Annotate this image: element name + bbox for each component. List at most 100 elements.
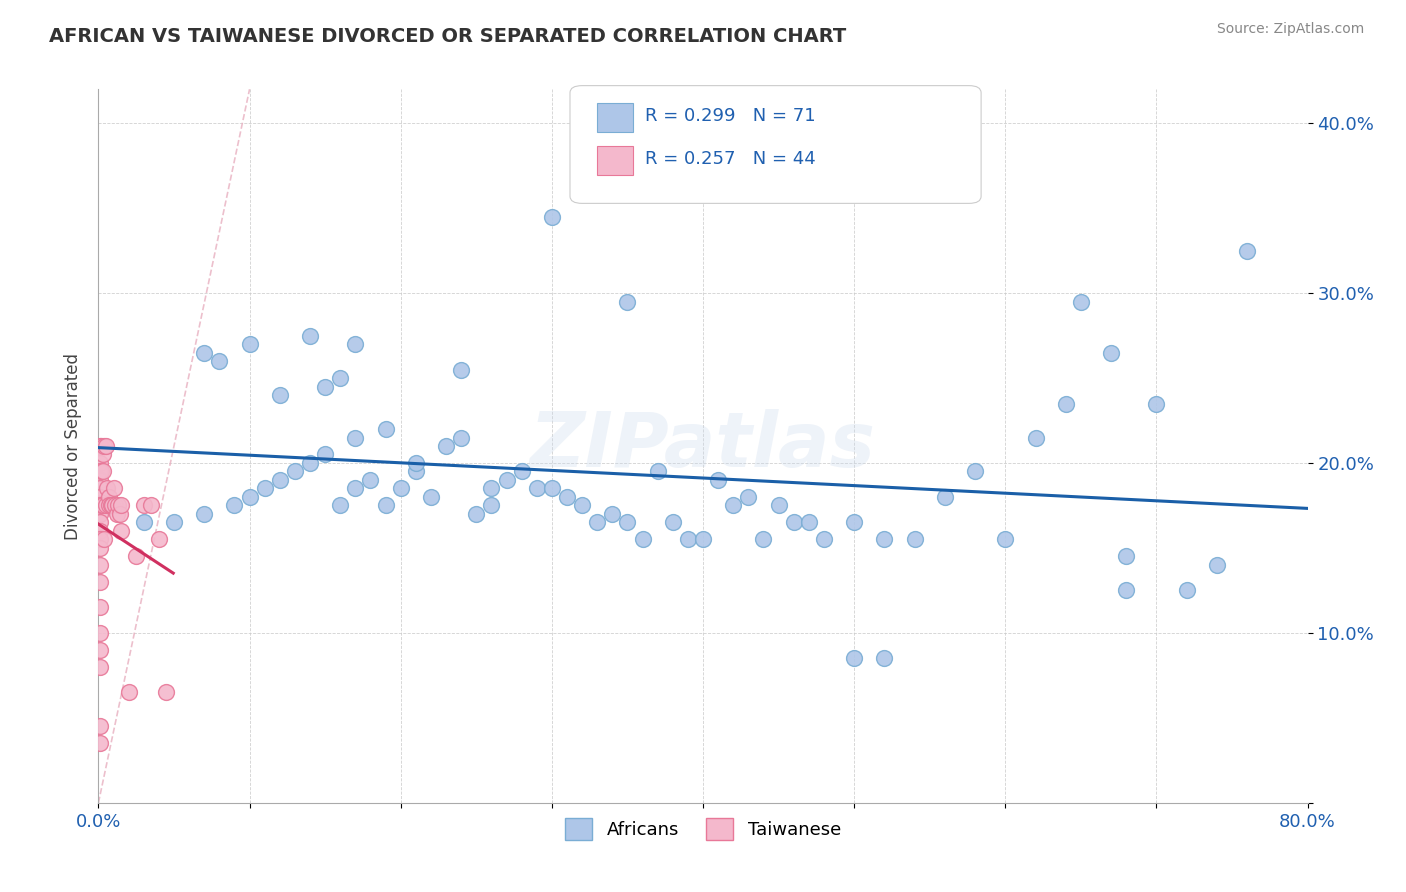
Point [89,507,111,521]
Point [844,516,866,530]
Point [89,533,111,547]
Point [94,439,117,453]
Point [110,524,132,538]
Point [94,499,117,513]
Point [374,422,396,436]
Point [934,490,956,504]
Point [405,456,427,470]
Point [329,499,352,513]
Point [904,533,927,547]
Point [98,490,121,504]
Point [89,456,111,470]
Point [495,473,517,487]
Point [89,574,111,589]
Point [148,533,170,547]
Point [89,465,111,479]
Point [89,626,111,640]
Point [768,499,790,513]
Point [89,558,111,572]
Text: Source: ZipAtlas.com: Source: ZipAtlas.com [1216,22,1364,37]
Text: AFRICAN VS TAIWANESE DIVORCED OR SEPARATED CORRELATION CHART: AFRICAN VS TAIWANESE DIVORCED OR SEPARAT… [49,27,846,45]
Point [526,482,548,496]
Point [89,643,111,657]
Y-axis label: Divorced or Separated: Divorced or Separated [63,352,82,540]
Point [616,294,638,309]
Point [405,465,427,479]
Point [163,516,186,530]
Point [89,736,111,750]
Point [239,490,262,504]
Point [1144,396,1167,410]
Point [571,499,593,513]
Point [1070,294,1092,309]
Point [89,719,111,733]
Point [93,533,115,547]
Point [344,337,367,351]
Point [269,388,291,402]
FancyBboxPatch shape [596,103,633,132]
Point [89,482,111,496]
Point [155,685,177,699]
Point [344,482,367,496]
Point [813,533,835,547]
Point [91,448,114,462]
Point [98,499,121,513]
Point [100,499,122,513]
Point [89,541,111,555]
Point [434,439,457,453]
Point [125,549,148,564]
Point [844,651,866,665]
Point [555,490,578,504]
Point [661,516,683,530]
Point [873,533,896,547]
Point [510,465,533,479]
Point [1099,345,1122,359]
Point [1115,549,1137,564]
Point [105,507,128,521]
Point [723,499,745,513]
Point [132,516,155,530]
FancyBboxPatch shape [569,86,981,203]
Point [89,473,111,487]
Point [389,482,412,496]
Point [89,439,111,453]
Point [540,482,562,496]
Point [797,516,820,530]
Point [132,499,155,513]
Point [89,516,111,530]
Point [450,362,472,376]
Point [586,516,609,530]
Point [873,651,896,665]
Point [1206,558,1229,572]
Point [269,473,291,487]
Point [602,507,624,521]
Point [91,465,114,479]
Point [752,533,775,547]
Point [314,379,336,393]
Point [193,507,215,521]
Point [90,499,112,513]
Point [465,507,488,521]
Point [1024,430,1046,444]
Legend: Africans, Taiwanese: Africans, Taiwanese [558,811,848,847]
Point [631,533,654,547]
Point [90,465,112,479]
Point [707,473,730,487]
Point [540,210,562,224]
Point [450,430,472,444]
Text: R = 0.299   N = 71: R = 0.299 N = 71 [645,107,815,125]
Point [783,516,806,530]
Point [344,430,367,444]
Point [616,516,638,530]
Point [93,439,115,453]
Point [89,524,111,538]
Point [314,448,336,462]
Point [103,482,125,496]
Point [89,499,111,513]
Point [1054,396,1077,410]
Point [1175,583,1198,598]
Point [118,685,141,699]
Point [208,354,231,368]
Point [374,499,396,513]
Point [89,660,111,674]
